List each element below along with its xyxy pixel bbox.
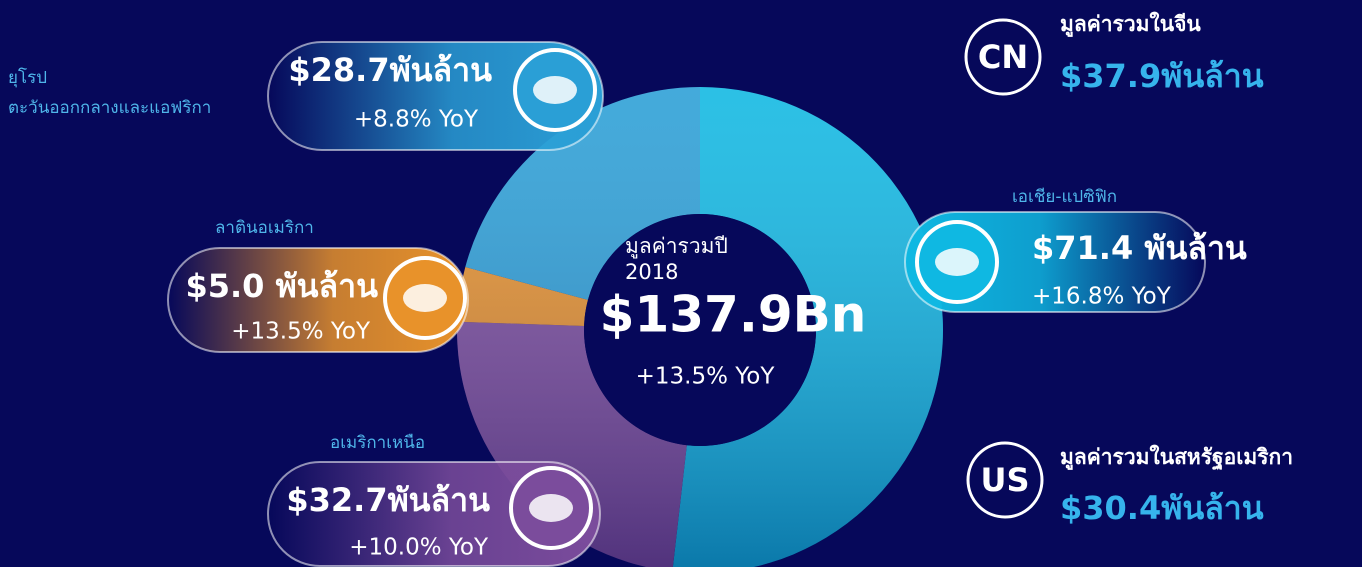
region-name: ลาตินอเมริกา bbox=[215, 218, 314, 238]
center-growth: +13.5% YoY bbox=[636, 364, 776, 390]
country-label: มูลค่ารวมในสหรัฐอเมริกา bbox=[1060, 444, 1293, 471]
region-map bbox=[533, 76, 577, 104]
center-title: มูลค่ารวมปี bbox=[625, 234, 728, 259]
region-value: $32.7พันล้าน bbox=[286, 481, 490, 519]
region-map bbox=[529, 494, 573, 522]
country-code: CN bbox=[978, 38, 1028, 76]
country-label: มูลค่ารวมในจีน bbox=[1060, 11, 1201, 38]
labels: เอเชีย-แปซิฟิก $71.4 พันล้าน +16.8% YoY อเม… bbox=[8, 11, 1293, 567]
region-value: $71.4 พันล้าน bbox=[1032, 229, 1247, 267]
region-name: อเมริกาเหนือ bbox=[330, 433, 425, 453]
country-badge bbox=[964, 18, 1042, 96]
donut-hole bbox=[584, 214, 816, 446]
country-code: US bbox=[980, 461, 1029, 499]
country-value: $37.9พันล้าน bbox=[1060, 57, 1264, 95]
region-value: $28.7พันล้าน bbox=[288, 51, 492, 89]
center-total: $137.9Bn bbox=[600, 286, 867, 344]
region-name: ยุโรปตะวันออกกลางและแอฟริกา bbox=[8, 67, 211, 118]
region-growth: +8.8% YoY bbox=[354, 107, 479, 133]
donut bbox=[457, 86, 943, 567]
donut-shade bbox=[457, 87, 943, 567]
region-value: $5.0 พันล้าน bbox=[185, 267, 378, 305]
region-map bbox=[935, 248, 979, 276]
region-growth: +10.0% YoY bbox=[349, 535, 489, 561]
country-badge bbox=[966, 441, 1044, 519]
center-title: 2018 bbox=[625, 260, 678, 284]
region-growth: +13.5% YoY bbox=[231, 319, 371, 345]
region-growth: +16.8% YoY bbox=[1032, 284, 1172, 310]
region-map bbox=[403, 284, 447, 312]
region-name: เอเชีย-แปซิฟิก bbox=[1012, 187, 1117, 207]
country-value: $30.4พันล้าน bbox=[1060, 489, 1264, 527]
